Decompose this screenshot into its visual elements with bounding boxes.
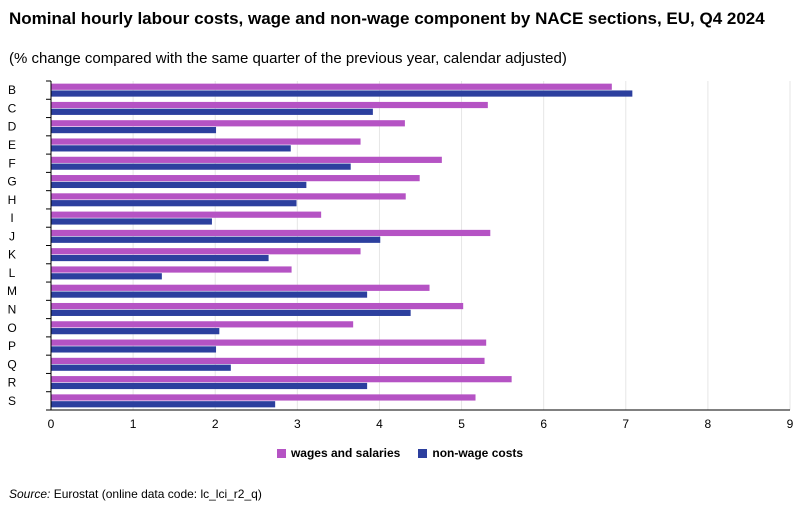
category-label-B: B bbox=[8, 83, 16, 97]
bar-nonwage-O bbox=[51, 328, 220, 335]
bar-wages-M bbox=[51, 284, 430, 291]
legend-label-wages: wages and salaries bbox=[290, 446, 401, 460]
category-label-R: R bbox=[8, 376, 17, 390]
bar-nonwage-S bbox=[51, 401, 276, 408]
bar-nonwage-J bbox=[51, 236, 381, 243]
x-tick-label-3: 3 bbox=[294, 417, 301, 431]
bar-wages-R bbox=[51, 376, 512, 383]
category-label-E: E bbox=[8, 138, 16, 152]
x-tick-label-7: 7 bbox=[622, 417, 629, 431]
bar-wages-H bbox=[51, 193, 406, 200]
x-tick-label-4: 4 bbox=[376, 417, 383, 431]
category-label-C: C bbox=[8, 101, 17, 115]
bar-nonwage-F bbox=[51, 163, 351, 170]
category-label-P: P bbox=[8, 339, 16, 353]
legend-item-wages: wages and salaries bbox=[276, 446, 401, 460]
source-label: Source: bbox=[9, 487, 51, 501]
bar-nonwage-Q bbox=[51, 364, 231, 371]
category-label-D: D bbox=[8, 120, 17, 134]
bar-wages-J bbox=[51, 229, 491, 237]
bar-nonwage-H bbox=[51, 200, 297, 207]
x-tick-label-5: 5 bbox=[458, 417, 465, 431]
category-label-N: N bbox=[8, 302, 17, 316]
category-label-K: K bbox=[8, 248, 16, 262]
legend-label-nonwage: non-wage costs bbox=[432, 446, 524, 460]
bar-wages-G bbox=[51, 175, 420, 182]
x-tick-label-6: 6 bbox=[540, 417, 547, 431]
bar-wages-O bbox=[51, 321, 354, 328]
x-tick-label-2: 2 bbox=[212, 417, 219, 431]
category-label-L: L bbox=[9, 266, 16, 280]
bar-wages-B bbox=[51, 83, 612, 90]
bar-wages-P bbox=[51, 339, 487, 346]
bar-nonwage-C bbox=[51, 108, 373, 115]
x-tick-label-9: 9 bbox=[787, 417, 794, 431]
bar-nonwage-G bbox=[51, 181, 307, 189]
bar-nonwage-P bbox=[51, 346, 217, 353]
bar-nonwage-R bbox=[51, 382, 368, 390]
category-label-I: I bbox=[10, 211, 13, 225]
category-label-Q: Q bbox=[7, 357, 16, 371]
bar-nonwage-M bbox=[51, 291, 368, 298]
bar-wages-N bbox=[51, 302, 464, 310]
chart-subtitle: (% change compared with the same quarter… bbox=[9, 50, 567, 67]
x-tick-label-0: 0 bbox=[48, 417, 55, 431]
bar-wages-K bbox=[51, 248, 361, 255]
bar-wages-S bbox=[51, 394, 476, 401]
legend: wages and salaries non-wage costs bbox=[0, 446, 800, 460]
bar-nonwage-K bbox=[51, 254, 269, 262]
bar-wages-C bbox=[51, 101, 488, 109]
bar-nonwage-E bbox=[51, 145, 291, 152]
x-tick-label-8: 8 bbox=[705, 417, 712, 431]
category-label-S: S bbox=[8, 394, 16, 408]
category-label-M: M bbox=[7, 284, 17, 298]
bar-wages-F bbox=[51, 156, 442, 163]
chart-title: Nominal hourly labour costs, wage and no… bbox=[9, 9, 765, 28]
category-label-G: G bbox=[7, 175, 16, 189]
bar-nonwage-N bbox=[51, 309, 411, 316]
bar-nonwage-I bbox=[51, 218, 212, 225]
bar-wages-D bbox=[51, 120, 405, 127]
category-label-F: F bbox=[8, 156, 15, 170]
legend-item-nonwage: non-wage costs bbox=[418, 446, 523, 460]
bar-wages-L bbox=[51, 266, 292, 273]
legend-swatch-nonwage bbox=[418, 448, 428, 458]
source-note: Source: Eurostat (online data code: lc_l… bbox=[9, 487, 262, 501]
category-label-J: J bbox=[9, 229, 15, 243]
bar-wages-E bbox=[51, 138, 361, 145]
legend-swatch-wages bbox=[276, 448, 286, 458]
bar-nonwage-D bbox=[51, 126, 217, 134]
x-tick-label-1: 1 bbox=[130, 417, 137, 431]
bar-nonwage-B bbox=[51, 90, 633, 97]
source-text: Eurostat (online data code: lc_lci_r2_q) bbox=[53, 487, 262, 501]
category-label-H: H bbox=[8, 193, 17, 207]
bar-nonwage-L bbox=[51, 273, 162, 280]
category-label-O: O bbox=[7, 321, 16, 335]
bar-wages-Q bbox=[51, 357, 485, 365]
bar-wages-I bbox=[51, 211, 322, 218]
